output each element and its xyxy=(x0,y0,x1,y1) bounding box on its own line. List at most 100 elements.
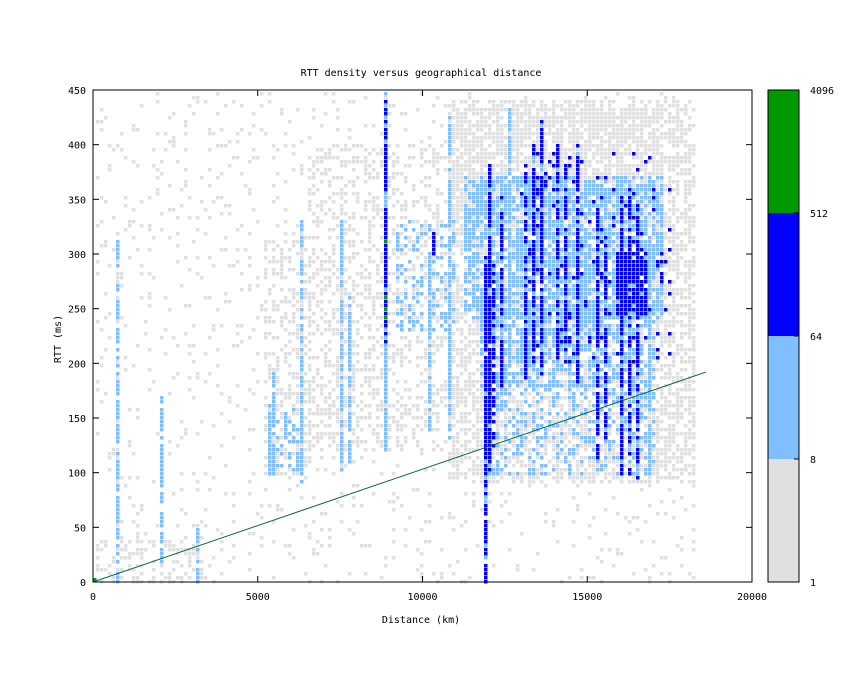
density-cell xyxy=(164,296,168,300)
density-cell xyxy=(672,128,676,132)
density-cell xyxy=(176,232,180,236)
density-cell xyxy=(668,392,672,396)
density-cell xyxy=(556,476,560,480)
density-cell xyxy=(176,244,180,248)
density-cell xyxy=(456,388,460,392)
density-cell xyxy=(164,352,168,356)
density-cell xyxy=(496,388,500,392)
density-cell xyxy=(572,520,576,524)
density-cell xyxy=(568,284,572,288)
density-cell xyxy=(664,252,668,256)
density-cell xyxy=(468,468,472,472)
density-cell xyxy=(348,240,352,244)
density-cell xyxy=(128,444,132,448)
density-cell xyxy=(544,124,548,128)
density-cell xyxy=(656,144,660,148)
density-cell xyxy=(496,192,500,196)
density-cell xyxy=(460,316,464,320)
density-cell xyxy=(664,232,668,236)
density-cell xyxy=(308,188,312,192)
density-cell xyxy=(224,464,228,468)
density-cell xyxy=(544,112,548,116)
density-cell xyxy=(672,500,676,504)
density-cell xyxy=(668,324,672,328)
density-cell xyxy=(156,132,160,136)
density-cell xyxy=(308,324,312,328)
density-cell xyxy=(584,128,588,132)
density-cell xyxy=(456,156,460,160)
density-cell xyxy=(604,128,608,132)
density-cell xyxy=(316,148,320,152)
density-cell xyxy=(236,140,240,144)
density-cell xyxy=(548,284,552,288)
density-cell xyxy=(452,152,456,156)
density-cell xyxy=(360,456,364,460)
density-cell xyxy=(480,252,484,256)
density-cell xyxy=(688,324,692,328)
density-cell xyxy=(492,164,496,168)
density-cell xyxy=(584,172,588,176)
density-cell xyxy=(184,168,188,172)
density-cell xyxy=(304,248,308,252)
density-cell xyxy=(464,136,468,140)
density-cell xyxy=(472,112,476,116)
density-cell xyxy=(352,376,356,380)
density-cell xyxy=(456,216,460,220)
density-cell xyxy=(560,468,564,472)
density-cell xyxy=(536,312,540,316)
density-cell xyxy=(672,160,676,164)
density-cell xyxy=(552,172,556,176)
density-cell xyxy=(328,156,332,160)
density-cell xyxy=(560,356,564,360)
density-cell xyxy=(544,272,548,276)
density-cell xyxy=(636,480,640,484)
density-cell xyxy=(616,164,620,168)
density-cell xyxy=(108,312,112,316)
density-cell xyxy=(636,128,640,132)
density-cell xyxy=(208,564,212,568)
density-cell xyxy=(592,168,596,172)
density-cell xyxy=(672,292,676,296)
density-cell xyxy=(600,148,604,152)
density-cell xyxy=(552,432,556,436)
density-cell xyxy=(180,488,184,492)
density-cell xyxy=(444,140,448,144)
density-cell xyxy=(684,132,688,136)
density-cell xyxy=(224,492,228,496)
density-cell xyxy=(668,376,672,380)
density-cell xyxy=(276,456,280,460)
density-cell xyxy=(632,136,636,140)
density-cell xyxy=(464,268,468,272)
density-cell xyxy=(660,172,664,176)
density-cell xyxy=(548,240,552,244)
density-cell xyxy=(688,328,692,332)
density-cell xyxy=(620,552,624,556)
density-cell xyxy=(640,444,644,448)
density-cell xyxy=(584,104,588,108)
density-cell xyxy=(516,568,520,572)
density-cell xyxy=(552,448,556,452)
density-cell xyxy=(644,340,648,344)
density-cell xyxy=(196,376,200,380)
density-cell xyxy=(332,364,336,368)
density-cell xyxy=(456,440,460,444)
density-cell xyxy=(668,224,672,228)
density-cell xyxy=(604,220,608,224)
density-cell xyxy=(296,408,300,412)
density-cell xyxy=(588,432,592,436)
density-cell xyxy=(464,404,468,408)
density-cell xyxy=(480,480,484,484)
density-cell xyxy=(312,396,316,400)
density-cell xyxy=(660,124,664,128)
density-cell xyxy=(300,444,304,448)
density-cell xyxy=(324,200,328,204)
density-cell xyxy=(356,360,360,364)
density-cell xyxy=(344,288,348,292)
density-cell xyxy=(524,120,528,124)
density-cell xyxy=(356,160,360,164)
density-cell xyxy=(568,124,572,128)
density-cell xyxy=(684,156,688,160)
density-cell xyxy=(96,176,100,180)
density-cell xyxy=(348,276,352,280)
